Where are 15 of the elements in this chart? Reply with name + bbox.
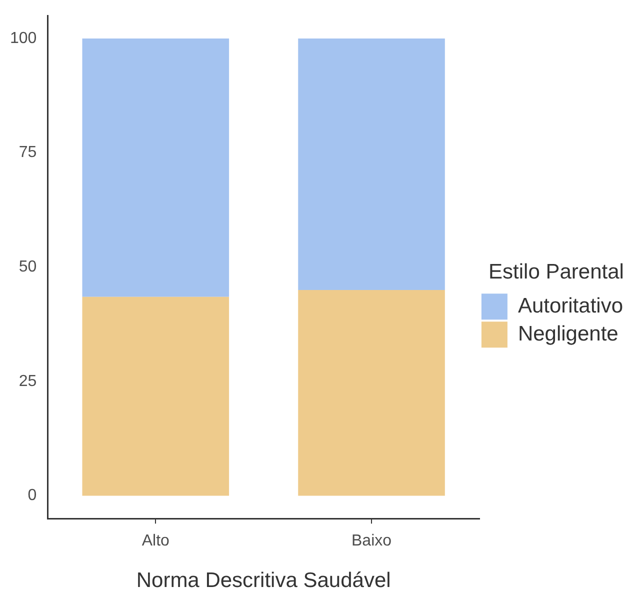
legend-title: Estilo Parental <box>488 260 624 284</box>
bar <box>298 290 445 496</box>
bar <box>82 296 230 496</box>
bar <box>82 38 230 297</box>
y-tick-label: 0 <box>28 487 37 504</box>
x-tick-label: Alto <box>142 532 170 550</box>
legend-label: Negligente <box>518 322 618 346</box>
bar <box>298 38 445 290</box>
x-tick-label: Baixo <box>351 532 392 550</box>
y-tick-label: 50 <box>18 258 37 276</box>
x-axis-title: Norma Descritiva Saudável <box>136 569 391 592</box>
y-tick-label: 100 <box>10 30 37 47</box>
y-tick-label: 25 <box>18 372 37 390</box>
legend-label: Autoritativo <box>518 294 624 318</box>
y-tick-label: 75 <box>18 144 37 162</box>
